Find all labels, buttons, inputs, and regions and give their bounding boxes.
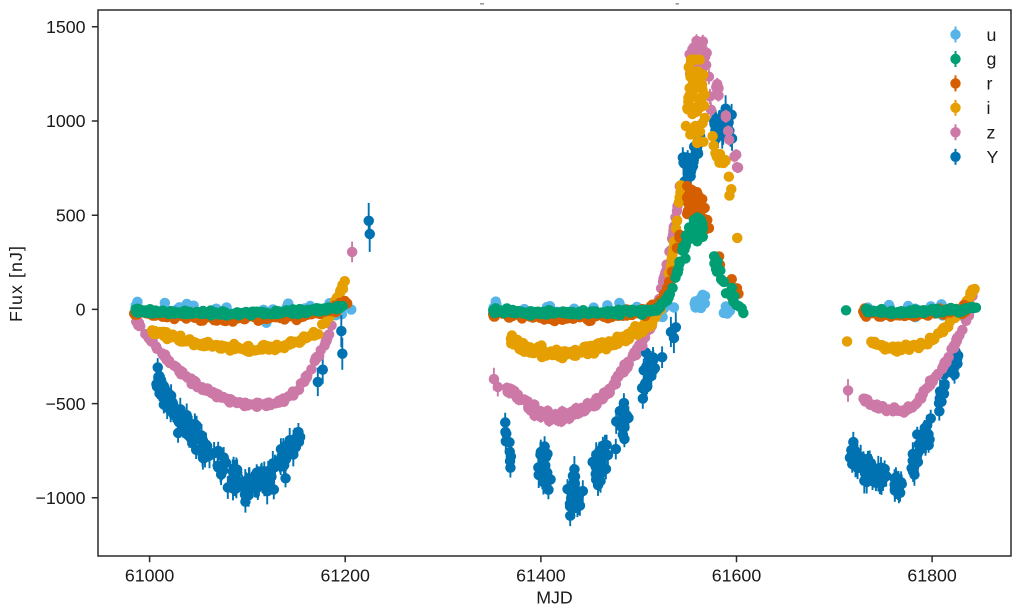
svg-text:1000: 1000: [46, 111, 86, 131]
svg-text:1500: 1500: [46, 17, 86, 37]
svg-text:−500: −500: [45, 394, 85, 414]
svg-text:u: u: [987, 25, 997, 45]
svg-text:61400: 61400: [516, 565, 566, 585]
svg-text:61800: 61800: [907, 565, 957, 585]
svg-text:61600: 61600: [712, 565, 762, 585]
svg-text:61200: 61200: [320, 565, 370, 585]
svg-text:61000: 61000: [125, 565, 175, 585]
svg-text:i: i: [987, 98, 991, 118]
svg-text:r: r: [987, 74, 993, 94]
svg-text:Y: Y: [987, 147, 999, 167]
svg-text:z: z: [987, 123, 996, 143]
svg-text:−1000: −1000: [36, 488, 86, 508]
svg-text:g: g: [987, 49, 997, 69]
svg-text:500: 500: [56, 205, 86, 225]
svg-text:MJD: MJD: [536, 588, 573, 608]
svg-text:0: 0: [76, 300, 86, 320]
svg-text:Flux [nJ]: Flux [nJ]: [6, 245, 26, 322]
